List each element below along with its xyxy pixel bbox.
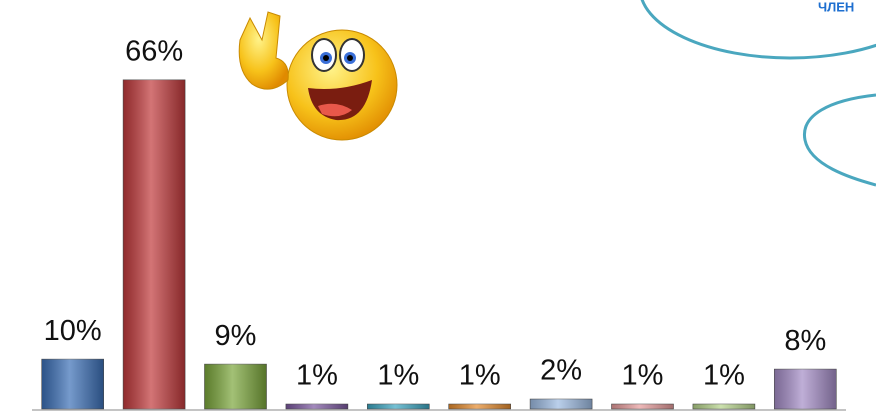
value-label: 1% [296,360,338,392]
value-label: 9% [215,320,257,352]
value-label: 1% [459,360,501,392]
speech-bubble [802,93,876,187]
value-label: 1% [377,360,419,392]
bar [611,403,674,410]
value-label: 8% [784,325,826,357]
bar [41,358,105,410]
value-label: 1% [703,360,745,392]
bar [366,403,430,410]
value-label: 2% [540,355,582,387]
value-label: 66% [125,35,183,67]
emoji [238,11,398,141]
speech-bubble [640,0,876,60]
value-label: 10% [44,315,102,347]
bubble-text: ЧЛЕН [818,0,854,14]
bar [692,403,756,410]
bar [773,368,837,410]
bar [529,398,593,410]
bar [285,403,349,410]
bar [448,403,512,410]
value-label: 1% [622,360,664,392]
bar [204,363,267,410]
bar [122,79,186,410]
